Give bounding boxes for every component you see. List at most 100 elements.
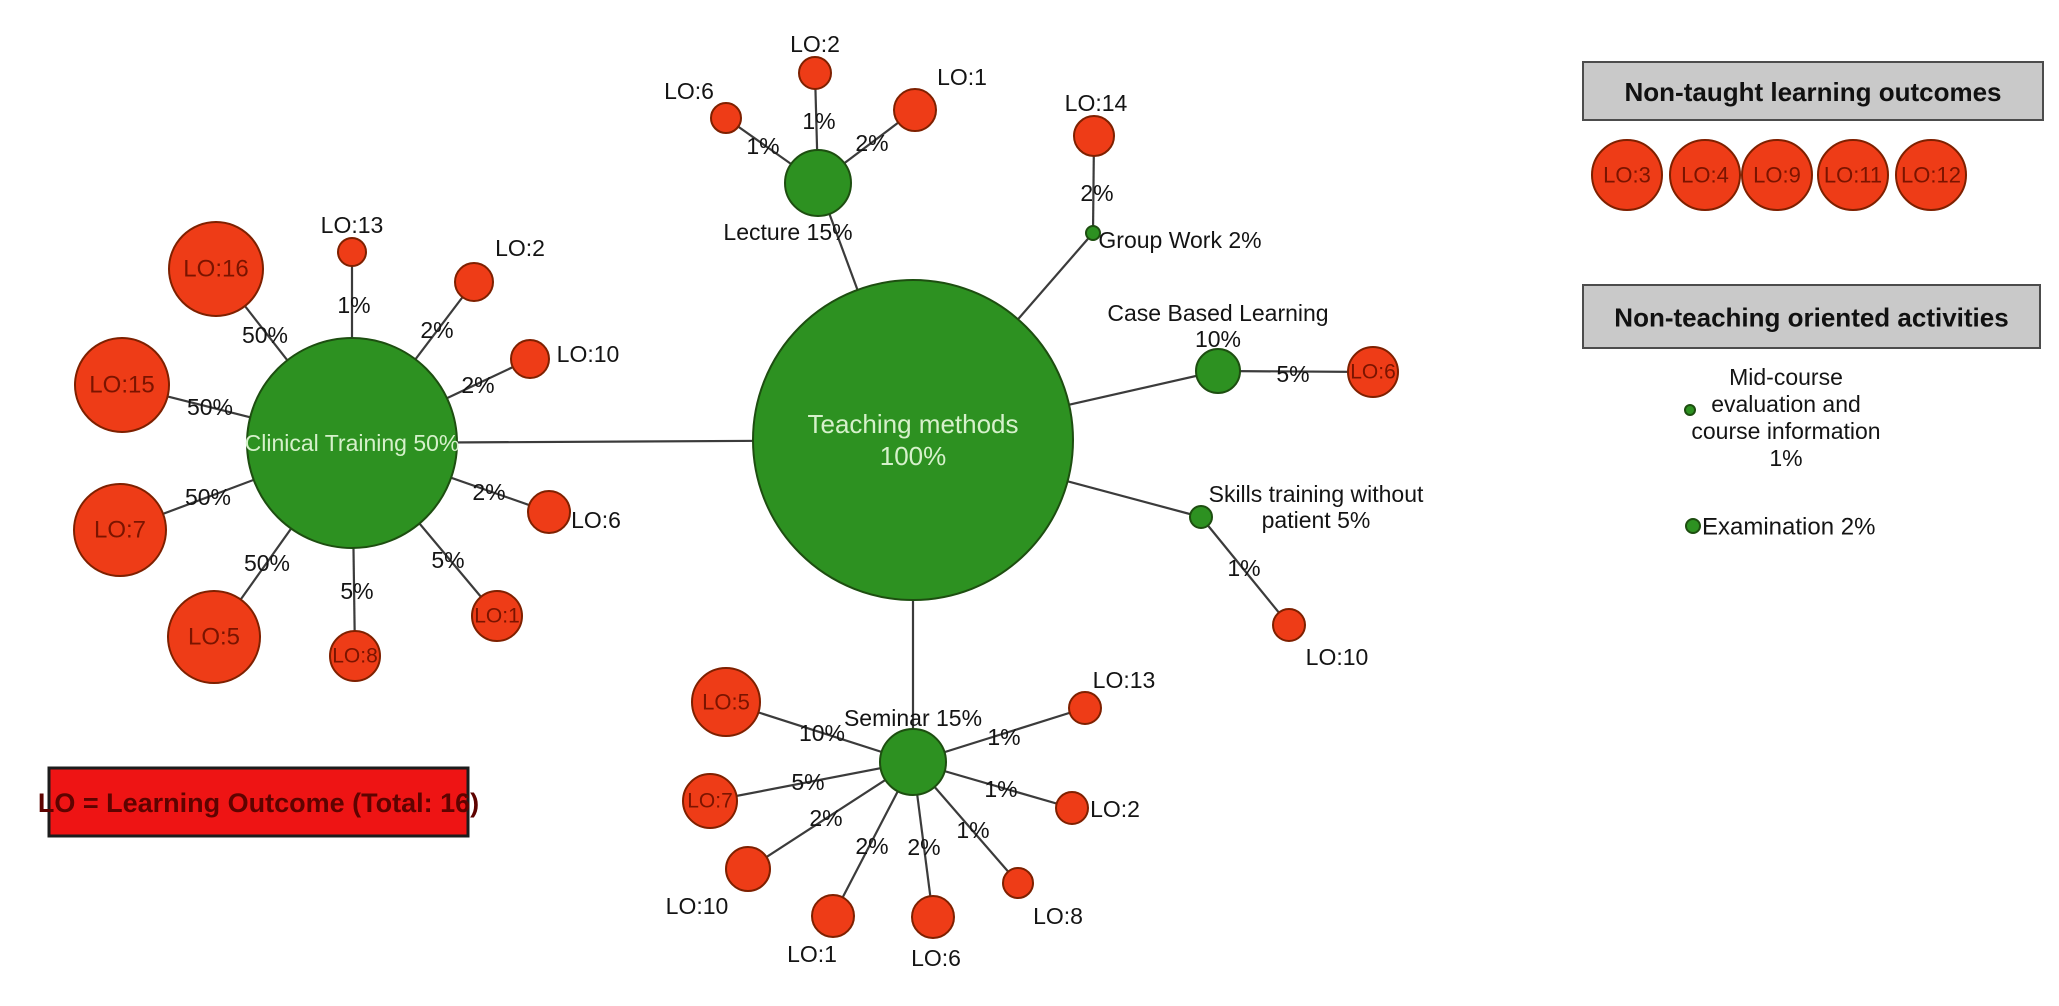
node-clin-lo15: LO:15 bbox=[74, 337, 170, 433]
node-sem-lo13 bbox=[1068, 691, 1102, 725]
node-lect-lo6 bbox=[710, 102, 742, 134]
label-sem-lo8-name: LO:8 bbox=[1033, 903, 1083, 929]
node-sem-lo2 bbox=[1055, 791, 1089, 825]
edge-label-seminar--sem-lo1: 2% bbox=[855, 833, 888, 859]
node-label-clin-lo15: LO:15 bbox=[89, 372, 154, 399]
box-non-taught-header: Non-taught learning outcomes bbox=[1582, 61, 2044, 121]
edge-seminar--sem-lo7 bbox=[709, 760, 914, 803]
label-sem-lo10-name: LO:10 bbox=[666, 893, 729, 919]
edge-label-lecture--lect-lo2: 1% bbox=[802, 108, 835, 134]
edge-label-case-based-learning--cbl-lo6: 5% bbox=[1276, 361, 1309, 387]
node-clin-lo7: LO:7 bbox=[73, 483, 167, 577]
node-label-clin-lo7: LO:7 bbox=[94, 517, 146, 544]
svg-text:LO:13: LO:13 bbox=[321, 212, 384, 238]
svg-text:LO:6: LO:6 bbox=[911, 945, 961, 971]
node-clin-lo2 bbox=[454, 262, 494, 302]
label-group-work-name: Group Work 2% bbox=[1098, 227, 1261, 253]
label-gw-lo14-name: LO:14 bbox=[1065, 90, 1128, 116]
svg-text:evaluation and: evaluation and bbox=[1711, 391, 1861, 417]
edge-label-clinical-training--clin-lo1: 5% bbox=[431, 547, 464, 573]
node-sem-lo5: LO:5 bbox=[691, 667, 761, 737]
node-label-clin-lo8: LO:8 bbox=[332, 645, 378, 668]
node-label-nt-lo9: LO:9 bbox=[1753, 163, 1801, 188]
node-label-clin-lo1: LO:1 bbox=[474, 605, 520, 628]
edge-label-group-work--gw-lo14: 2% bbox=[1080, 180, 1113, 206]
svg-text:Case Based Learning: Case Based Learning bbox=[1107, 300, 1328, 326]
edge-label-clinical-training--clin-lo16: 50% bbox=[242, 322, 288, 348]
node-label-teaching-methods: Teaching methods bbox=[807, 409, 1018, 439]
svg-text:LO:6: LO:6 bbox=[571, 507, 621, 533]
node-sem-lo8 bbox=[1002, 867, 1034, 899]
label-lect-lo6-name: LO:6 bbox=[664, 78, 714, 104]
edge-label-clinical-training--clin-lo15: 50% bbox=[187, 394, 233, 420]
svg-text:LO:2: LO:2 bbox=[1090, 796, 1140, 822]
label-lect-lo2-name: LO:2 bbox=[790, 31, 840, 57]
node-label-nt-lo12: LO:12 bbox=[1901, 163, 1961, 188]
svg-text:Lecture 15%: Lecture 15% bbox=[723, 219, 852, 245]
label-clin-lo6-name: LO:6 bbox=[571, 507, 621, 533]
label-lecture-name: Lecture 15% bbox=[723, 219, 852, 245]
node-lecture bbox=[784, 149, 852, 217]
node-seminar bbox=[879, 728, 947, 796]
edge-label-lecture--lect-lo6: 1% bbox=[746, 133, 779, 159]
svg-text:LO:2: LO:2 bbox=[790, 31, 840, 57]
node-clin-lo1: LO:1 bbox=[471, 590, 523, 642]
node-skills-training bbox=[1189, 505, 1213, 529]
edge-label-clinical-training--clin-lo10: 2% bbox=[461, 372, 494, 398]
node-nt-lo3: LO:3 bbox=[1591, 139, 1663, 211]
edge-label-seminar--sem-lo7: 5% bbox=[791, 769, 824, 795]
svg-text:LO:10: LO:10 bbox=[1306, 644, 1369, 670]
label-sem-lo1-name: LO:1 bbox=[787, 941, 837, 967]
node-mid-course-dot bbox=[1684, 404, 1696, 416]
node-sem-lo1 bbox=[811, 894, 855, 938]
edge-label-seminar--sem-lo13: 1% bbox=[987, 724, 1020, 750]
node-nt-lo4: LO:4 bbox=[1669, 139, 1741, 211]
label-sem-lo2-name: LO:2 bbox=[1090, 796, 1140, 822]
label-sem-lo13-name: LO:13 bbox=[1093, 667, 1156, 693]
svg-text:Mid-course: Mid-course bbox=[1729, 364, 1843, 390]
node-label-sem-lo7: LO:7 bbox=[687, 790, 733, 813]
node-group-work bbox=[1085, 225, 1101, 241]
node-clin-lo10 bbox=[510, 339, 550, 379]
edge-label-lecture--lect-lo1: 2% bbox=[855, 130, 888, 156]
node-nt-lo9: LO:9 bbox=[1741, 139, 1813, 211]
node-sem-lo7: LO:7 bbox=[682, 773, 738, 829]
node-examination-dot bbox=[1685, 518, 1701, 534]
svg-text:LO:10: LO:10 bbox=[666, 893, 729, 919]
node-skills-lo10 bbox=[1272, 608, 1306, 642]
box-label-lo-legend: LO = Learning Outcome (Total: 16) bbox=[38, 788, 479, 818]
node-lect-lo2 bbox=[798, 56, 832, 90]
node-label-sem-lo5: LO:5 bbox=[702, 690, 750, 715]
label-clin-lo10-name: LO:10 bbox=[557, 341, 620, 367]
svg-text:LO:13: LO:13 bbox=[1093, 667, 1156, 693]
edge-label-clinical-training--clin-lo7: 50% bbox=[185, 484, 231, 510]
node-label-clin-lo16: LO:16 bbox=[183, 256, 248, 283]
box-lo-legend: LO = Learning Outcome (Total: 16) bbox=[38, 766, 479, 838]
svg-text:Group Work 2%: Group Work 2% bbox=[1098, 227, 1261, 253]
svg-text:LO:8: LO:8 bbox=[1033, 903, 1083, 929]
label-clin-lo2-name: LO:2 bbox=[495, 235, 545, 261]
edge-label-skills-training--skills-lo10: 1% bbox=[1227, 555, 1260, 581]
edge-label-clinical-training--clin-lo8: 5% bbox=[340, 578, 373, 604]
edge-label-seminar--sem-lo6: 2% bbox=[907, 834, 940, 860]
node-clin-lo16: LO:16 bbox=[168, 221, 264, 317]
edge-label-seminar--sem-lo5: 10% bbox=[799, 720, 845, 746]
box-label-non-teaching-header: Non-teaching oriented activities bbox=[1614, 303, 2008, 333]
node-sem-lo6 bbox=[911, 895, 955, 939]
label-clin-lo13-name: LO:13 bbox=[321, 212, 384, 238]
node-clin-lo13 bbox=[337, 237, 367, 267]
node-cbl-lo6: LO:6 bbox=[1347, 346, 1399, 398]
svg-text:LO:14: LO:14 bbox=[1065, 90, 1128, 116]
node-clinical-training: Clinical Training 50% bbox=[245, 337, 459, 549]
node-label-nt-lo3: LO:3 bbox=[1603, 163, 1651, 188]
node-sem-lo10 bbox=[725, 846, 771, 892]
svg-text:LO:10: LO:10 bbox=[557, 341, 620, 367]
node-lect-lo1 bbox=[893, 88, 937, 132]
box-non-teaching-header: Non-teaching oriented activities bbox=[1582, 284, 2041, 349]
svg-text:LO:6: LO:6 bbox=[664, 78, 714, 104]
